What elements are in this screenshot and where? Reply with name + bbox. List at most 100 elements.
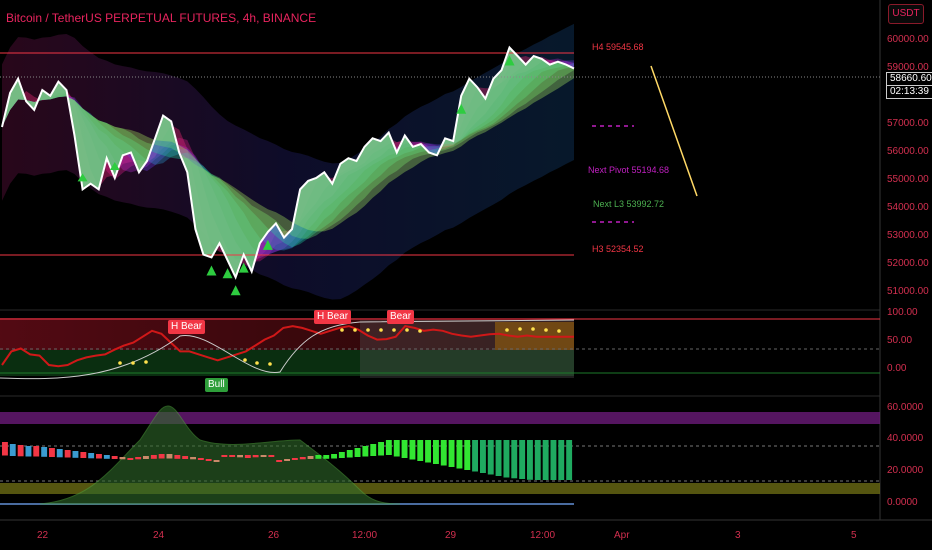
osc-dot [505,328,509,332]
osc-dot [268,362,272,366]
histogram-bar [174,455,181,459]
histogram-bar [503,440,510,478]
ribbon-band [2,47,574,278]
osc-dot [118,361,122,365]
osc-tick: 50.00 [887,335,913,346]
hbear-badge-2: H Bear [314,310,352,324]
histogram-bar [88,453,95,459]
ribbon-bands [2,23,574,300]
bar-countdown: 02:13:39 [886,85,932,99]
histogram-bar [378,442,384,456]
osc-dot [418,329,422,333]
histogram-bar [299,457,306,460]
time-tick: Apr [614,530,630,541]
histogram-bar [143,456,149,459]
histogram-bar [511,440,518,479]
buy-signal-marker [504,55,515,66]
histogram-bar [354,448,361,457]
histogram-bar [291,458,298,460]
histogram-bar [80,452,87,458]
histogram-bar [25,446,32,457]
histogram-bar [409,440,416,460]
histogram-bar [362,446,369,457]
histogram-bar [393,440,400,457]
time-tick: 29 [445,530,457,541]
price-series-line [1,45,575,280]
histogram-bar [433,440,439,464]
bull-badge: Bull [205,378,228,392]
osc-tick: 100.00 [887,307,918,318]
price-tick: 60000.00 [887,34,929,45]
histogram-bar [268,455,275,457]
histogram-bar [527,440,533,480]
price-tick: 52000.00 [887,258,929,269]
ribbon-band [2,47,574,278]
osc-dot [353,328,357,332]
osc-dot [131,361,135,365]
osc-dot [544,328,548,332]
osc-dot [379,328,383,332]
histogram-bar [370,444,377,456]
histogram-bar [111,456,118,459]
histogram-bar [276,460,283,462]
time-tick: 12:00 [530,530,556,541]
currency-button[interactable]: USDT [888,4,924,24]
h3-level-label: H3 52354.52 [592,244,644,254]
histogram-bar [425,440,431,463]
osc-dot [405,328,409,332]
osc-signal-line [0,319,575,380]
osc-dot [243,358,247,362]
histogram-bar [331,454,337,459]
hist-tick: 40.0000 [887,433,924,444]
trend-line [650,65,698,197]
histogram-bar [205,459,212,461]
histogram-bar [323,455,330,459]
histogram-bar [464,440,471,470]
hist-tick: 20.0000 [887,465,924,476]
histogram-bar [315,455,322,459]
price-tick: 57000.00 [887,118,929,129]
osc-tick: 0.00 [887,363,907,374]
histogram-bar [49,448,55,457]
osc-dot [518,327,522,331]
osc-dot [557,329,561,333]
histogram-bar [307,456,314,459]
price-tick: 54000.00 [887,202,929,213]
histogram-bar [448,440,455,467]
histogram-bar [480,440,486,473]
osc-dot [340,328,344,332]
hist-upper-band [0,412,880,424]
histogram-bar [534,440,541,480]
time-tick: 26 [268,530,280,541]
histogram-bar [440,440,447,466]
buy-signal-marker [262,239,273,250]
ribbon-band [2,47,574,278]
histogram-bar [96,454,102,459]
histogram-bar [237,455,243,458]
osc-dot [392,328,396,332]
last-price-tag: 58660.60 [886,72,932,86]
histogram-bar [158,454,165,459]
histogram-bar [9,444,16,456]
time-tick: 22 [37,530,49,541]
price-tick: 55000.00 [887,174,929,185]
histogram-bar [17,445,24,457]
histogram-bar [542,440,549,480]
osc-dot [531,327,535,331]
time-tick: 12:00 [352,530,378,541]
histogram-bar [229,455,236,457]
ribbon-band [2,47,574,278]
histogram-bar [346,450,353,458]
osc-dots [118,327,561,366]
next-pivot-label: Next Pivot 55194.68 [588,165,670,175]
histogram-bar [260,455,267,457]
histogram-bar [33,446,40,457]
hist-lower-band [0,483,880,494]
histogram-bar [566,440,573,480]
histogram-bar [558,440,565,480]
histogram-bar [487,440,494,475]
buy-signal-marker [206,265,217,276]
ribbon-band [2,47,574,278]
hbear-badge-1: H Bear [168,320,206,334]
